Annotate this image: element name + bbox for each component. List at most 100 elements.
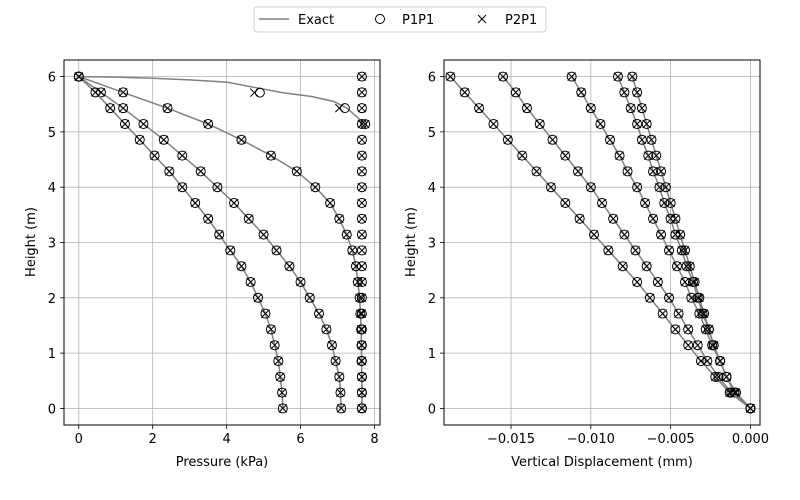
pressure-p2p1-point	[190, 198, 200, 208]
displacement-p2p1-point	[659, 198, 669, 208]
pressure-p1p1-point	[118, 103, 129, 114]
pressure-p2p1-point	[275, 372, 285, 382]
pressure-p1p1-point	[325, 198, 336, 209]
pressure-x-tick-label: 0	[75, 432, 83, 447]
displacement-p1p1-point	[622, 166, 633, 177]
pressure-p1p1-point	[354, 292, 365, 303]
pressure-p2p1-point	[357, 404, 367, 413]
displacement-p1p1-point	[648, 166, 659, 177]
displacement-p1p1-point	[673, 308, 684, 319]
displacement-p1p1-point	[683, 324, 694, 335]
displacement-p2p1-point	[567, 72, 577, 81]
displacement-p1p1-point	[614, 150, 625, 161]
legend-frame	[253, 6, 547, 33]
displacement-p2p1-point	[642, 119, 652, 129]
displacement-p1p1-point	[632, 118, 643, 129]
pressure-y-tick-label: 6	[48, 71, 56, 86]
pressure-p1p1-point	[356, 198, 367, 209]
pressure-p2p1-point	[177, 182, 187, 192]
pressure-p2p1-point	[357, 388, 367, 397]
pressure-p1p1-point	[214, 229, 225, 240]
pressure-p1p1-point	[177, 150, 188, 161]
displacement-p2p1-point	[560, 151, 570, 160]
pressure-p2p1-point	[91, 88, 100, 97]
pressure-p1p1-point	[356, 356, 367, 367]
pressure-p1p1-point	[284, 261, 295, 272]
displacement-p2p1-point	[648, 167, 658, 176]
displacement-p1p1-point	[641, 261, 652, 272]
displacement-p2p1-point	[688, 277, 698, 287]
pressure-p2p1-point	[105, 103, 115, 113]
pressure-p2p1-point	[334, 372, 344, 382]
displacement-p1p1-point	[664, 292, 675, 303]
displacement-x-axis-label: Vertical Displacement (mm)	[511, 455, 693, 470]
pressure-p2p1-point	[305, 293, 315, 303]
displacement-p1p1-point	[636, 134, 647, 145]
displacement-p2p1-point	[647, 135, 656, 145]
legend-label-exact: Exact	[298, 13, 334, 28]
pressure-p2p1-point	[357, 309, 367, 318]
pressure-p2p1-point	[139, 119, 148, 129]
displacement-y-tick-label: 5	[428, 126, 436, 141]
displacement-p1p1-point	[517, 150, 528, 161]
pressure-p1p1-point	[203, 118, 214, 129]
legend: Exact P1P1 P2P1	[253, 6, 547, 33]
displacement-p1p1-point	[574, 213, 585, 224]
legend-label-p2p1: P2P1	[505, 13, 537, 28]
displacement-p1p1-point	[566, 71, 577, 82]
displacement-p2p1-point	[671, 230, 680, 239]
displacement-p1p1-point	[684, 261, 695, 272]
pressure-p2p1-point	[261, 309, 270, 318]
displacement-p1p1-point	[715, 356, 726, 367]
pressure-p2p1-point	[357, 151, 367, 160]
displacement-p2p1-point	[631, 246, 640, 255]
displacement-p2p1-point	[618, 261, 628, 271]
displacement-p1p1-point	[648, 213, 659, 224]
displacement-y-tick-label: 6	[428, 71, 436, 86]
pressure-x-tick-label: 6	[296, 432, 304, 447]
pressure-exact-line-2	[78, 75, 342, 409]
displacement-p1p1-point	[560, 150, 571, 161]
displacement-p2p1-point	[666, 214, 675, 224]
pressure-p1p1-point	[291, 166, 302, 177]
displacement-p1p1-point	[632, 182, 643, 193]
pressure-p1p1-point	[243, 213, 254, 224]
pressure-p1p1-point	[356, 324, 367, 335]
displacement-p2p1-point	[671, 325, 680, 334]
pressure-p2p1-point	[357, 88, 367, 97]
displacement-p1p1-point	[665, 213, 676, 224]
pressure-p2p1-point	[74, 72, 84, 81]
displacement-p1p1-point	[694, 308, 705, 319]
displacement-y-tick-label: 2	[428, 292, 436, 307]
pressure-p1p1-point	[212, 182, 223, 193]
pressure-p1p1-point	[177, 182, 188, 193]
displacement-p1p1-point	[640, 198, 651, 209]
pressure-p2p1-point	[360, 119, 370, 129]
displacement-y-axis-label: Height (m)	[404, 207, 419, 277]
pressure-y-tick-label: 3	[48, 237, 56, 252]
pressure-p1p1-point	[253, 292, 264, 303]
displacement-p1p1-point	[474, 103, 485, 114]
displacement-p1p1-point	[636, 103, 647, 114]
pressure-p1p1-point	[356, 403, 367, 414]
displacement-p1p1-point	[608, 213, 619, 224]
displacement-p2p1-point	[687, 293, 696, 303]
pressure-p2p1-point	[150, 151, 159, 160]
pressure-y-tick-label: 0	[48, 402, 56, 417]
pressure-p1p1-point	[356, 245, 367, 256]
displacement-p2p1-point	[605, 135, 615, 145]
pressure-p1p1-point	[277, 387, 288, 398]
displacement-p1p1-point	[646, 134, 657, 145]
displacement-p2p1-point	[604, 246, 613, 255]
displacement-p2p1-point	[682, 261, 691, 271]
displacement-p2p1-point	[725, 388, 735, 397]
displacement-p2p1-point	[683, 325, 693, 334]
pressure-p2p1-point	[196, 167, 206, 176]
displacement-p2p1-point	[615, 151, 624, 160]
pressure-ticks: 0 2 4 6 8 0 1 2 3 4 5 6	[48, 71, 379, 447]
displacement-p2p1-point	[653, 277, 663, 287]
displacement-p2p1-point	[623, 167, 632, 176]
pressure-p2p1-point	[347, 246, 357, 255]
displacement-p1p1-point	[576, 87, 587, 98]
pressure-p2p1-point	[357, 356, 367, 366]
